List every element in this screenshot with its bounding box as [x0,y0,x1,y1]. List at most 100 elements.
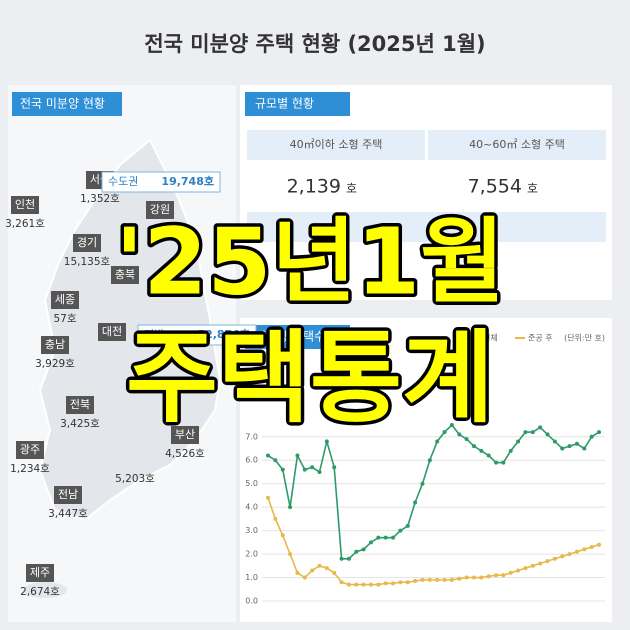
series-point [310,465,315,470]
series-point [435,577,440,582]
overlay-line: 주택통계 [126,319,494,436]
series-point [383,535,388,540]
series-point [368,582,373,587]
series-point [567,552,572,557]
series-point [530,430,535,435]
region-value: 3,929호 [35,358,75,370]
region-tag [66,396,94,414]
region-name: 광주 [20,443,40,456]
series-point [376,582,381,587]
series-point [346,582,351,587]
region-tag [98,323,126,341]
chart-panel-title: 미분양 주택수 [255,330,325,344]
series-point [273,516,278,521]
series-point [552,439,557,444]
region-value: 1,352호 [80,193,120,205]
title: 전국 미분양 주택 현황 (2025년 1월) [144,32,485,56]
map-panel-tab [12,92,122,116]
series-point [427,458,432,463]
series-point [567,444,572,449]
series-point [391,535,396,540]
series-point [288,505,293,510]
region-tag [51,291,79,309]
region-tag [26,564,54,582]
size-cell-header [428,130,606,160]
callout-name: 수도권 [108,175,138,188]
series-point [545,432,550,437]
series-point [449,423,454,428]
series-point [376,535,381,540]
region-name: 대전 [102,325,122,338]
series-point [523,430,528,435]
series-point [449,577,454,582]
callout-value: 52,876호 [197,327,250,341]
size-value: 2,139 [287,176,341,198]
region-tag [73,234,101,252]
series-point [457,576,462,581]
series-point [479,448,484,453]
callout-value: 19,748호 [161,174,214,188]
region-name: 충남 [45,338,65,351]
series-point [295,453,300,458]
legend-label: 전체 [483,333,498,343]
y-tick-label: 0.0 [245,597,258,606]
series-point [266,453,270,458]
size-label: 40㎡이하 소형 주택 [290,137,383,151]
series-point [361,582,366,587]
series-point [538,425,543,430]
series-point [538,561,543,566]
series-point [464,437,469,442]
size-panel [240,85,612,300]
series-point [302,575,307,580]
region-value: 4,526호 [165,448,205,460]
series-point [405,580,410,585]
series-point [486,574,491,579]
series-point [288,552,293,557]
region-tag [111,266,139,284]
region-name: 부산 [175,428,195,441]
series-point [471,444,476,449]
series-point [383,581,388,586]
jeju-shape [23,582,67,598]
series-point [457,432,462,437]
series-point [310,568,315,573]
series-point [516,439,521,444]
series-point [516,568,521,573]
region-name: 제주 [30,566,50,579]
callout-name: 지방 [144,328,164,341]
y-tick-label: 5.0 [245,479,258,488]
series-point [442,577,447,582]
series-point [479,575,484,580]
series-point [354,549,359,554]
series-point [560,554,565,559]
size-panel-title: 규모별 현황 [255,97,314,111]
size-unit: 호 [346,182,357,196]
y-tick-label: 1.0 [245,573,258,582]
series-point [273,458,278,463]
series-point [398,580,403,585]
series-point [346,556,351,561]
unit-label: (단위:만 호) [564,333,605,343]
region-name: 경기 [77,236,97,249]
series-point [420,577,425,582]
series-point [413,500,418,505]
size-cell-header [247,130,425,160]
series-point [494,573,499,578]
region-value: 1,234호 [10,463,50,475]
series-point [501,573,506,578]
callout-box [137,324,257,346]
region-tag [11,196,39,214]
series-point [361,547,366,552]
series-point [398,528,403,533]
callout-box [101,171,221,193]
series-point [582,446,587,451]
y-tick-label: 6.0 [245,456,258,465]
series-point [339,580,344,585]
region-name: 전남 [58,488,78,501]
series-point [582,547,587,552]
size-panel-tab [245,92,350,116]
chart-panel-tab [245,325,350,349]
overlay-line: '25년1월 [115,208,505,315]
